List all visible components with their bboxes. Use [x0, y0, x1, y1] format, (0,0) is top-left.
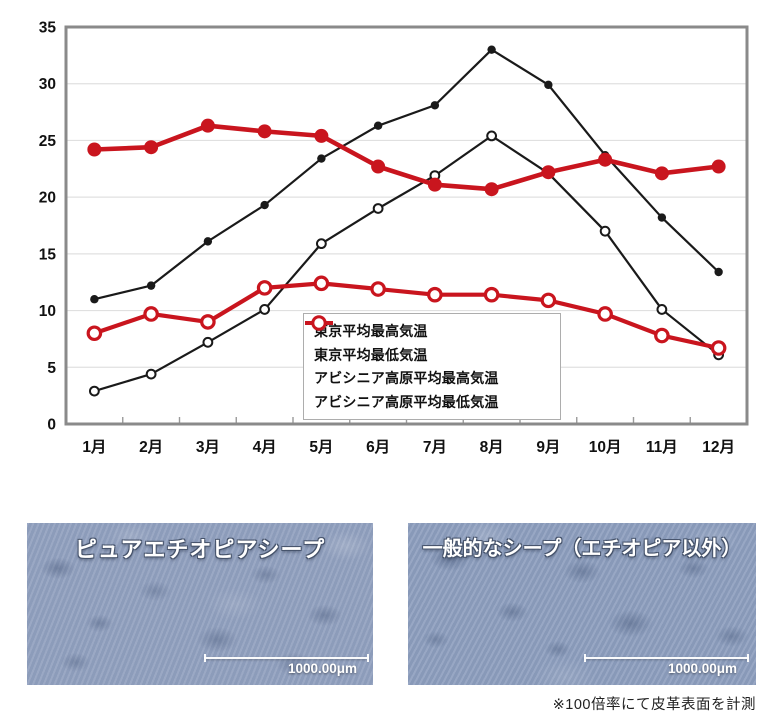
series-line-1: [94, 134, 720, 393]
data-point: [484, 182, 499, 197]
data-point: [146, 281, 156, 290]
photo-title-right: 一般的なシープ（エチオピア以外）: [422, 538, 742, 560]
data-point: [656, 304, 668, 315]
scale-bar-line: [204, 654, 369, 662]
x-tick-label: 2月: [139, 438, 163, 456]
chart-legend: 東京平均最高気温 東京平均最低気温アビシニア高原平均最高気温 アビシニア高原平均最低…: [303, 313, 561, 420]
data-point: [371, 159, 386, 174]
data-point: [90, 295, 99, 304]
y-tick-label: 0: [47, 417, 56, 434]
data-point: [203, 237, 213, 246]
data-point: [314, 128, 329, 143]
data-point: [430, 101, 440, 110]
scale-bar-line: [584, 654, 749, 662]
data-point: [315, 238, 327, 250]
photo-pure-ethiopia-sheep: ピュアエチオピアシープ 1000.00μm: [27, 523, 373, 685]
measurement-footnote: ※100倍率にて皮革表面を計測: [552, 697, 756, 713]
data-point: [598, 152, 613, 167]
series-line-3: [93, 281, 720, 351]
scale-bar-right: 1000.00μm: [584, 654, 749, 676]
temperature-chart: 0 5 10 15 20 25 30 35 1月 2月 3月 4月 5月 6月 7月 8月 9月 10月 11月 12…: [39, 20, 749, 456]
y-tick-label: 20: [39, 190, 56, 207]
x-tick-label: 8月: [480, 438, 504, 456]
legend-item-3: アビシニア高原平均最低気温: [305, 315, 556, 412]
y-tick-label: 5: [47, 360, 56, 377]
data-point: [86, 325, 103, 342]
data-point: [256, 280, 273, 296]
data-point: [714, 267, 723, 277]
data-point: [657, 213, 667, 222]
data-point: [260, 200, 269, 210]
data-point: [88, 385, 100, 397]
y-tick-label: 10: [39, 303, 56, 320]
legend-item-1: 東京平均最低気温: [305, 318, 556, 365]
data-point: [200, 118, 215, 133]
y-tick-label: 35: [39, 20, 57, 37]
data-point: [544, 80, 553, 90]
series-line-0: [94, 48, 720, 301]
data-point: [200, 314, 216, 330]
data-point: [202, 336, 214, 348]
x-tick-label: 6月: [366, 438, 390, 456]
data-point: [257, 124, 272, 139]
photo-title-left: ピュアエチオピアシープ: [74, 537, 326, 562]
y-tick-label: 15: [39, 246, 57, 263]
legend-label: アビシニア高原平均最高気温: [314, 370, 499, 387]
x-tick-label: 4月: [253, 438, 277, 456]
data-point: [313, 275, 330, 292]
scale-bar-label: 1000.00μm: [667, 661, 737, 676]
data-point: [541, 165, 556, 180]
data-point: [87, 142, 102, 157]
legend-marker-icon: [305, 315, 333, 331]
data-point: [145, 368, 157, 380]
legend-label: 東京平均最高気温: [314, 323, 428, 340]
data-point: [144, 140, 159, 155]
x-tick-label: 9月: [536, 438, 560, 456]
data-point: [143, 306, 159, 322]
data-point: [710, 340, 727, 356]
data-point: [597, 306, 613, 322]
y-tick-label: 30: [39, 76, 56, 93]
data-point: [483, 286, 500, 303]
plot-frame: [64, 25, 749, 426]
data-point: [711, 159, 726, 174]
x-tick-label: 12月: [702, 438, 735, 456]
data-point: [486, 130, 498, 142]
scale-bar-left: 1000.00μm: [204, 654, 369, 676]
scale-bar-label: 1000.00μm: [287, 661, 357, 676]
photo-generic-sheep: 一般的なシープ（エチオピア以外） 1000.00μm: [408, 523, 756, 685]
data-point: [654, 327, 670, 344]
x-tick-label: 11月: [646, 438, 678, 456]
data-point: [654, 166, 669, 181]
x-tick-label: 1月: [82, 438, 106, 456]
data-point: [540, 292, 557, 309]
data-point: [317, 154, 326, 163]
legend-label: アビシニア高原平均最低気温: [314, 393, 499, 410]
data-point: [599, 225, 611, 237]
data-point: [487, 45, 496, 54]
data-point: [370, 281, 386, 297]
x-tick-label: 5月: [309, 438, 333, 456]
chart-plot: 0 5 10 15 20 25 30 35 1月 2月 3月 4月 5月 6月 7月 8月 9月 10月 11月 12…: [39, 20, 749, 456]
data-point: [259, 304, 271, 315]
data-point: [427, 286, 443, 303]
x-tick-label: 7月: [423, 438, 447, 456]
legend-item-0: 東京平均最高気温: [305, 319, 556, 341]
x-tick-label: 3月: [196, 438, 220, 456]
data-point: [373, 121, 383, 130]
series-line-2: [94, 123, 719, 192]
y-tick-label: 25: [39, 133, 57, 150]
legend-item-2: アビシニア高原平均最高気温: [305, 316, 556, 388]
x-tick-label: 10月: [589, 438, 622, 456]
legend-label: 東京平均最低気温: [314, 346, 428, 363]
data-point: [427, 177, 442, 192]
data-point: [372, 203, 384, 214]
